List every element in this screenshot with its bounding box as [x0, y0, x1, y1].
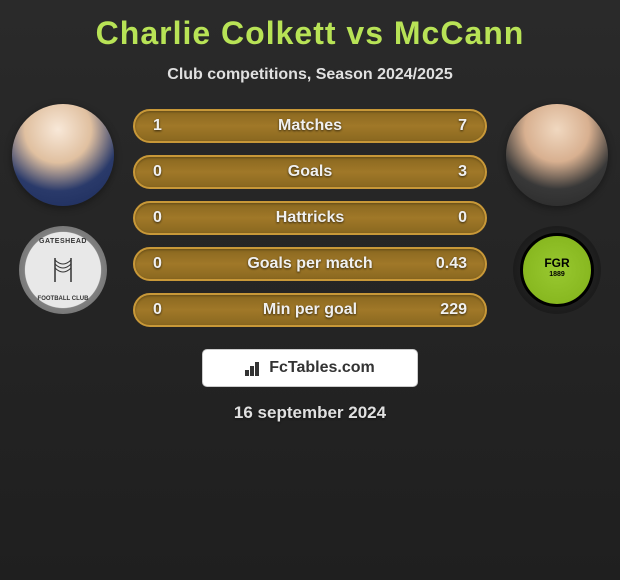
player2-photo [506, 104, 608, 206]
stat-row: 1 Matches 7 [133, 109, 487, 143]
gateshead-icon [43, 250, 83, 290]
chart-icon [245, 360, 265, 376]
player2-club-badge: 1889 [513, 226, 601, 314]
player1-photo [12, 104, 114, 206]
comparison-title: Charlie Colkett vs McCann [0, 15, 620, 52]
stat-row: 0 Hattricks 0 [133, 201, 487, 235]
stat-right-value: 3 [427, 163, 467, 181]
stats-list: 1 Matches 7 0 Goals 3 0 Hattricks 0 0 Go… [118, 104, 502, 327]
stat-right-value: 7 [427, 117, 467, 135]
stat-left-value: 1 [153, 117, 193, 135]
stat-left-value: 0 [153, 301, 193, 319]
stat-row: 0 Goals 3 [133, 155, 487, 189]
player1-column: FOOTBALL CLUB [8, 104, 118, 314]
stat-label: Min per goal [263, 301, 357, 319]
stat-label: Goals [288, 163, 332, 181]
competition-subtitle: Club competitions, Season 2024/2025 [0, 66, 620, 84]
stat-left-value: 0 [153, 209, 193, 227]
brand-label: FcTables.com [269, 359, 375, 377]
club2-year: 1889 [549, 271, 565, 278]
date-label: 16 september 2024 [0, 403, 620, 423]
player1-club-badge: FOOTBALL CLUB [19, 226, 107, 314]
club1-footer-text: FOOTBALL CLUB [38, 296, 89, 302]
stat-right-value: 229 [427, 301, 467, 319]
stat-label: Hattricks [276, 209, 344, 227]
stat-left-value: 0 [153, 163, 193, 181]
stat-row: 0 Goals per match 0.43 [133, 247, 487, 281]
brand-box: FcTables.com [202, 349, 418, 387]
comparison-main: FOOTBALL CLUB 1 Matches 7 0 Goals 3 [0, 104, 620, 327]
stat-row: 0 Min per goal 229 [133, 293, 487, 327]
stat-right-value: 0 [427, 209, 467, 227]
stat-label: Matches [278, 117, 342, 135]
player2-column: 1889 [502, 104, 612, 314]
stat-right-value: 0.43 [427, 255, 467, 273]
stat-left-value: 0 [153, 255, 193, 273]
stat-label: Goals per match [247, 255, 372, 273]
